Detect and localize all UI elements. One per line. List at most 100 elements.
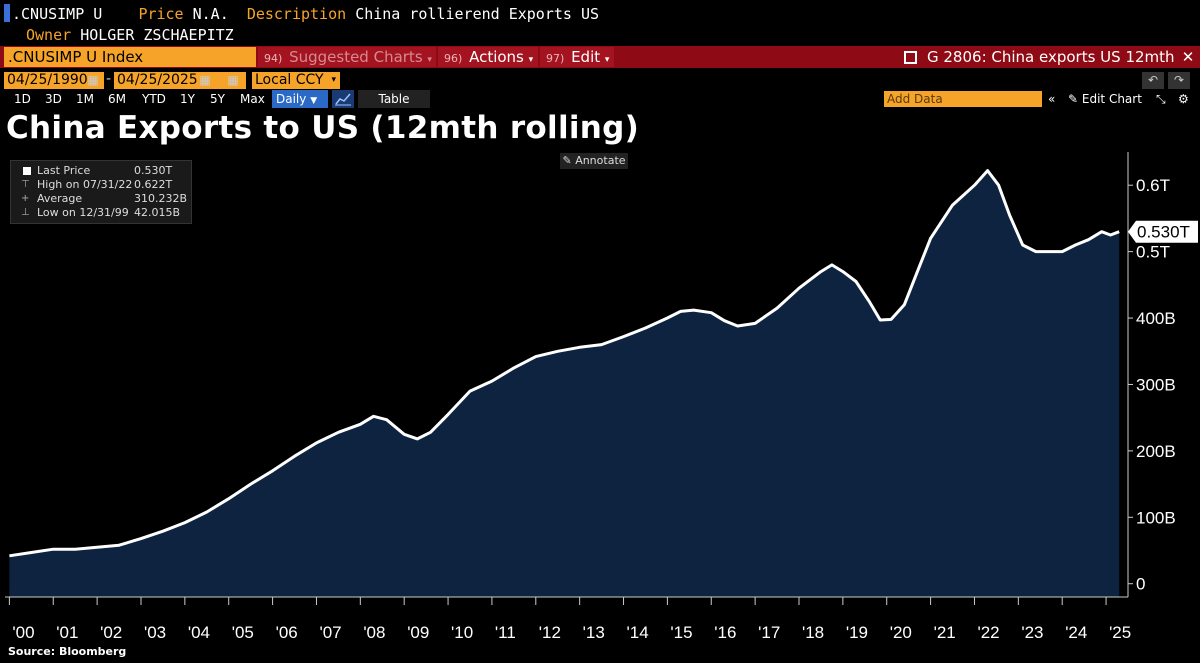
add-data-input[interactable]: Add Data [884,91,1042,107]
legend-low-value: 42.015B [134,206,181,219]
actions-number: 96) [444,52,463,65]
series-line [9,169,1120,558]
suggested-charts-number: 94) [264,52,283,65]
range-1y[interactable]: 1Y [180,92,195,106]
calendar-icon[interactable]: ▦ [87,73,99,87]
axes [5,152,1129,598]
start-date-field[interactable]: 04/25/1990 [4,72,104,89]
owner-line: Owner HOLGER ZSCHAEPITZ [26,26,234,44]
range-6m[interactable]: 6M [108,92,126,106]
last-value-tag-group: 0.530T [1128,220,1198,243]
currency-value: Local CCY [255,72,324,88]
low-marker-icon: ⊥ [21,207,30,218]
x-tick-label: '01 [56,623,78,642]
y-tick-label: 300B [1136,375,1176,394]
description-label: Description [246,5,347,23]
owner-label: Owner [26,26,72,44]
x-tick-label: '08 [363,623,385,642]
x-tick-label: '13 [583,623,605,642]
currency-select[interactable]: Local CCY ▾ [252,72,340,89]
range-ytd[interactable]: YTD [142,92,166,106]
chart-title: China Exports to US (12mth rolling) [6,110,640,146]
edit-chart-button[interactable]: ✎ Edit Chart [1068,91,1142,107]
x-tick-label: '06 [276,623,298,642]
x-tick-label: '23 [1021,623,1043,642]
range-max[interactable]: Max [240,92,265,106]
legend-low: ⊥ Low on 12/31/99 42.015B [11,206,191,220]
x-tick-label: '15 [670,623,692,642]
security-input[interactable]: .CNUSIMP U Index [4,47,256,67]
x-tick-label: '07 [319,623,341,642]
calendar-icon[interactable]: ▦ [199,73,211,87]
suggested-charts-button[interactable]: 94) Suggested Charts ▾ [258,47,436,67]
series-area [9,169,1120,597]
legend-high-label: High on 07/31/22 [37,178,133,191]
line-chart-icon[interactable] [332,90,354,108]
x-tick-label: '14 [627,623,649,642]
edit-button[interactable]: 97) Edit ▾ [540,47,614,67]
range-1d[interactable]: 1D [14,92,31,106]
x-tick-label: '04 [188,623,210,642]
x-tick-label: '18 [802,623,824,642]
x-tick-label: '22 [977,623,999,642]
x-tick-label: '12 [539,623,561,642]
chevron-down-icon: ▾ [528,55,534,65]
security-header: .CNUSIMP U Price N.A. Description China … [0,4,599,26]
chevron-down-icon: ▾ [331,75,336,85]
y-tick-label: 200B [1136,442,1176,461]
graph-title-link[interactable]: G 2806: China exports US 12mth [904,47,1175,67]
gear-icon[interactable]: ⚙ [1178,92,1189,106]
x-tick-label: '03 [144,623,166,642]
y-tick-label: 0 [1136,575,1145,594]
frequency-select[interactable]: Daily ▼ [272,90,328,108]
ticker-symbol[interactable]: .CNUSIMP U [12,5,103,23]
external-link-icon [904,51,917,64]
range-1m[interactable]: 1M [76,92,94,106]
x-tick-label: '20 [890,623,912,642]
high-marker-icon: ⊤ [21,179,30,190]
suggested-charts-label: Suggested Charts [289,48,423,66]
legend-average-value: 310.232B [134,192,188,205]
legend-box[interactable]: Last Price 0.530T ⊤ High on 07/31/22 0.6… [10,160,192,224]
legend-low-label: Low on 12/31/99 [37,206,129,219]
owner-value: HOLGER ZSCHAEPITZ [80,26,234,44]
x-tick-label: '25 [1109,623,1131,642]
graph-title: G 2806: China exports US 12mth [927,48,1175,66]
x-tick-label: '10 [451,623,473,642]
legend-average-label: Average [37,192,83,205]
x-tick-label: '17 [758,623,780,642]
resize-icon[interactable]: ⤡ [1156,92,1166,106]
edit-label: Edit [571,48,601,66]
chevrons-left-icon[interactable]: « [1048,92,1056,106]
annotate-button[interactable]: ✎ Annotate [560,153,628,169]
actions-button[interactable]: 96) Actions ▾ [438,47,538,67]
redo-icon[interactable]: ↷ [1168,72,1190,89]
undo-icon[interactable]: ↶ [1142,72,1164,89]
chevron-down-icon: ▼ [310,96,318,106]
square-icon [23,167,31,175]
date-separator: - [106,71,112,87]
range-5y[interactable]: 5Y [210,92,225,106]
table-button[interactable]: Table [358,90,430,108]
legend-average: + Average 310.232B [11,192,191,206]
x-tick-label: '09 [407,623,429,642]
ticker-marker [4,4,10,22]
x-tick-label: '02 [100,623,122,642]
calendar-icon[interactable]: ▦ [227,73,239,87]
y-axis-ticks: 0 100B 200B 300B 400B 0.5T 0.6T [1128,176,1176,594]
chevron-down-icon: ▾ [604,55,610,65]
legend-last-price-label: Last Price [37,164,91,177]
legend-last-price-value: 0.530T [134,164,173,177]
end-date-field[interactable]: 04/25/2025 [114,72,246,89]
x-axis-ticks: '00 '01 '02 '03 '04 '05 '06 '07 '08 '09 '10 '11 '12 '… [8,597,1131,642]
x-tick-label: '05 [232,623,254,642]
x-tick-label: '16 [714,623,736,642]
range-3d[interactable]: 3D [45,92,62,106]
legend-last-price: Last Price 0.530T [11,164,191,178]
y-tick-label: 400B [1136,309,1176,328]
average-marker-icon: + [21,193,30,204]
close-icon[interactable]: ✕ [1181,48,1195,66]
x-tick-label: '21 [934,623,956,642]
legend-high-value: 0.622T [134,178,173,191]
